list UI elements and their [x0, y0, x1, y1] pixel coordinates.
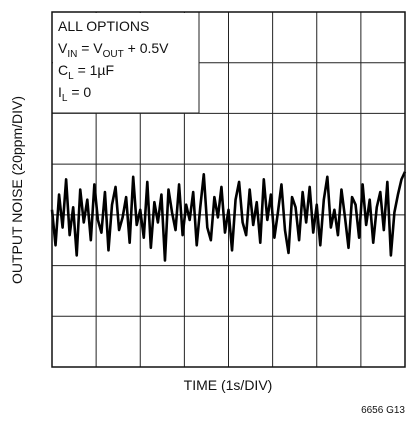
annotation-text: I	[58, 84, 62, 100]
annotation-text: = 0	[67, 84, 91, 100]
annotation-background	[53, 13, 199, 113]
x-axis-label: TIME (1s/DIV)	[184, 377, 273, 393]
annotation-text: = V	[77, 40, 103, 56]
annotation-text: V	[58, 40, 68, 56]
figure-id: 6656 G13	[361, 405, 405, 416]
annotation-line: CL = 1µF	[58, 62, 114, 82]
annotation-box	[52, 12, 200, 114]
subscript: L	[62, 93, 68, 104]
annotation-line: ALL OPTIONS	[58, 18, 149, 34]
annotation-text: = 1µF	[74, 62, 114, 78]
subscript: IN	[67, 49, 77, 60]
subscript: L	[68, 71, 74, 82]
y-axis-label: OUTPUT NOISE (20ppm/DIV)	[9, 96, 25, 284]
noise-trace	[50, 171, 407, 262]
annotation-line: IL = 0	[58, 84, 91, 104]
annotation-text: + 0.5V	[124, 40, 169, 56]
subscript: OUT	[103, 49, 124, 60]
plot-frame	[51, 11, 406, 368]
annotation-text: C	[58, 62, 68, 78]
annotation-text: ALL OPTIONS	[58, 18, 149, 34]
trace	[50, 171, 407, 262]
annotation-line: VIN = VOUT + 0.5V	[58, 40, 169, 60]
